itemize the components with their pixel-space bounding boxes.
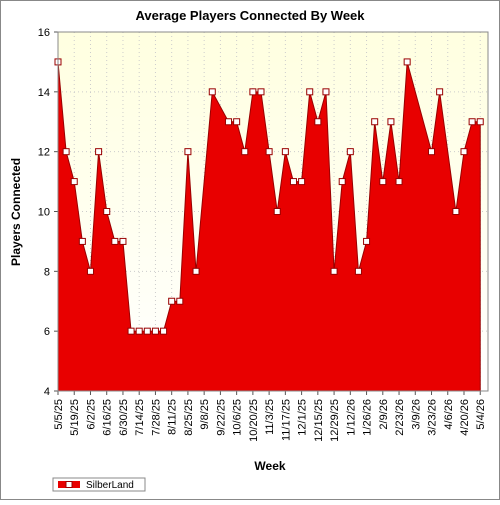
y-tick-label: 12 bbox=[38, 147, 50, 159]
y-axis-label: Players Connected bbox=[9, 158, 23, 266]
legend-marker bbox=[65, 481, 73, 488]
y-tick-label: 6 bbox=[44, 326, 50, 338]
x-tick-label: 2/23/26 bbox=[394, 399, 406, 436]
x-tick-label: 11/3/25 bbox=[264, 399, 276, 435]
x-tick-label: 2/9/26 bbox=[378, 399, 390, 430]
point-marker bbox=[95, 148, 103, 156]
point-marker bbox=[184, 148, 192, 156]
x-tick-label: 4/20/26 bbox=[459, 399, 471, 436]
point-marker bbox=[428, 148, 436, 156]
point-marker bbox=[306, 88, 314, 96]
x-tick-label: 3/23/26 bbox=[427, 399, 439, 436]
point-marker bbox=[330, 267, 338, 275]
point-marker bbox=[379, 178, 387, 186]
point-marker bbox=[225, 118, 233, 126]
point-marker bbox=[119, 237, 127, 245]
x-axis-label: Week bbox=[254, 459, 285, 473]
x-tick-label: 6/30/25 bbox=[118, 399, 130, 436]
point-marker bbox=[346, 148, 354, 156]
point-marker bbox=[233, 118, 241, 126]
x-tick-label: 10/6/25 bbox=[232, 399, 244, 436]
point-marker bbox=[135, 327, 143, 335]
point-marker bbox=[192, 267, 200, 275]
point-marker bbox=[460, 148, 468, 156]
y-tick-label: 10 bbox=[38, 207, 50, 219]
x-tick-label: 12/15/25 bbox=[313, 399, 325, 442]
x-tick-label: 5/4/26 bbox=[475, 399, 487, 430]
point-marker bbox=[103, 208, 111, 215]
point-marker bbox=[476, 118, 484, 126]
point-marker bbox=[452, 208, 460, 215]
x-tick-label: 7/14/25 bbox=[134, 399, 146, 436]
point-marker bbox=[249, 88, 257, 96]
y-tick-label: 8 bbox=[44, 266, 50, 278]
x-tick-label: 6/2/25 bbox=[85, 399, 97, 430]
point-marker bbox=[371, 118, 379, 126]
point-marker bbox=[338, 178, 346, 186]
point-marker bbox=[168, 297, 176, 305]
x-tick-label: 12/1/25 bbox=[297, 399, 309, 436]
point-marker bbox=[151, 327, 159, 335]
point-marker bbox=[111, 237, 119, 245]
point-marker bbox=[86, 267, 94, 275]
x-tick-label: 1/26/26 bbox=[362, 399, 374, 436]
x-tick-label: 10/20/25 bbox=[248, 399, 260, 442]
point-marker bbox=[387, 118, 395, 126]
point-marker bbox=[322, 88, 330, 96]
point-marker bbox=[257, 88, 265, 96]
plot-border bbox=[57, 31, 489, 392]
point-marker bbox=[363, 237, 371, 245]
x-tick-label: 6/16/25 bbox=[102, 399, 114, 436]
x-tick-label: 9/8/25 bbox=[199, 399, 211, 430]
x-tick-label: 12/29/25 bbox=[329, 399, 341, 442]
point-marker bbox=[289, 178, 297, 186]
point-marker bbox=[160, 327, 168, 335]
y-tick-label: 16 bbox=[38, 27, 50, 39]
point-marker bbox=[298, 178, 306, 186]
y-tick-label: 4 bbox=[44, 386, 50, 398]
point-marker bbox=[468, 118, 476, 126]
point-marker bbox=[273, 208, 281, 215]
point-marker bbox=[143, 327, 151, 335]
x-tick-label: 3/9/26 bbox=[410, 399, 422, 430]
point-marker bbox=[395, 178, 403, 186]
x-tick-label: 7/28/25 bbox=[150, 399, 162, 436]
x-tick-label: 1/12/26 bbox=[345, 399, 357, 436]
x-tick-label: 11/17/25 bbox=[280, 399, 292, 441]
chart-title: Average Players Connected By Week bbox=[135, 8, 365, 23]
point-marker bbox=[354, 267, 362, 275]
x-tick-label: 9/22/25 bbox=[215, 399, 227, 436]
point-marker bbox=[70, 178, 78, 186]
x-tick-label: 8/11/25 bbox=[167, 399, 179, 435]
x-tick-label: 5/19/25 bbox=[69, 399, 81, 436]
point-marker bbox=[176, 297, 184, 305]
legend-label: SilberLand bbox=[86, 480, 134, 491]
x-tick-label: 5/5/25 bbox=[53, 399, 65, 430]
y-tick-label: 14 bbox=[38, 87, 50, 99]
point-marker bbox=[403, 58, 411, 66]
x-tick-label: 8/25/25 bbox=[183, 399, 195, 436]
x-tick-label: 4/6/26 bbox=[443, 399, 455, 430]
point-marker bbox=[208, 88, 216, 96]
point-marker bbox=[265, 148, 273, 156]
point-marker bbox=[314, 118, 322, 126]
point-marker bbox=[241, 148, 249, 156]
point-marker bbox=[127, 327, 135, 335]
point-marker bbox=[281, 148, 289, 156]
point-marker bbox=[436, 88, 444, 96]
point-marker bbox=[78, 237, 86, 245]
point-marker bbox=[62, 148, 70, 156]
